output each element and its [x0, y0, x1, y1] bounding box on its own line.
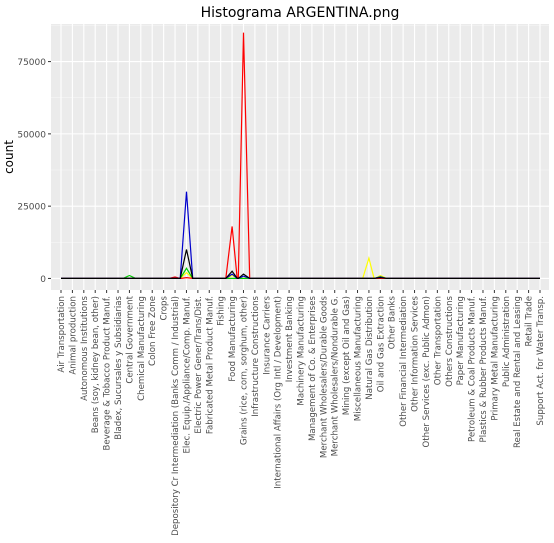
x-tick-label: Merchant Wholesalers/Durable Goods: [319, 295, 329, 458]
series-layer: [61, 32, 540, 279]
x-tick-label: Management of Co. & Enterprises: [308, 295, 318, 441]
y-tick-label: 50000: [17, 130, 46, 140]
x-tick-label: Public Administration: [502, 296, 512, 387]
x-tick-label: International Affairs (Org Intl / Develo…: [274, 296, 284, 489]
x-tick-label: Grains (rice, corn, sorghum, other): [239, 296, 249, 445]
x-tick-label: Real Estate and Rental and Leasing: [513, 296, 523, 448]
x-tick-label: Other Services (exc. Public Admon): [422, 296, 432, 448]
x-axis: Air Transportation Animal production Auton…: [57, 290, 546, 536]
x-tick-label: Fabricated Metal Product Manuf.: [205, 296, 215, 434]
x-tick-label: Support Act. for Water Transp.: [536, 296, 546, 426]
x-tick-label: Others Constructions: [445, 295, 455, 386]
y-tick-label: 0: [40, 275, 46, 285]
chart-title: Histograma ARGENTINA.png: [201, 5, 400, 21]
x-tick-label: Machinery Manufacturing: [297, 296, 307, 406]
y-axis: 0 25000 50000 75000: [17, 58, 51, 285]
x-tick-label: Paper Manufacturing: [456, 296, 466, 385]
x-tick-label: Other Transportation: [433, 296, 443, 385]
x-tick-label: Colon Free Zone: [148, 296, 158, 366]
series-line: [61, 249, 540, 279]
x-tick-label: Beans (soy, kidney bean, other): [91, 296, 101, 433]
x-tick-label: Central Government: [125, 295, 135, 383]
y-tick-label: 75000: [17, 58, 46, 68]
x-tick-label: Beverage & Tobacco Product Manuf.: [103, 296, 113, 451]
x-tick-label: Miscellaneous Manufacturing: [354, 296, 364, 421]
x-tick-label: Infrastructure Constructions: [251, 295, 261, 416]
x-tick-label: Plastics & Rubber Products Manuf.: [479, 296, 489, 442]
x-tick-label: Fishing: [217, 296, 227, 326]
x-tick-label: Retail Trade: [525, 296, 535, 347]
x-tick-label: Autonomous Institutions: [80, 295, 90, 400]
x-tick-label: Other Information Services: [411, 295, 421, 411]
x-tick-label: Oil and Gas Extraction: [376, 296, 386, 392]
x-tick-label: Mining (except Oil and Gas): [342, 296, 352, 415]
x-tick-label: Merchant Wholesalers/Nondurable G.: [331, 296, 341, 456]
x-tick-label: Natural Gas Distribution: [365, 296, 375, 400]
x-tick-label: Primary Metal Manufacturing: [490, 296, 500, 421]
x-tick-label: Bladex, Sucursales y Subsidiarias: [114, 295, 124, 439]
x-tick-label: Animal production: [68, 296, 78, 375]
y-tick-label: 25000: [17, 203, 46, 213]
x-tick-label: Depository Cr Intermediation (Banks Comm…: [171, 296, 181, 536]
y-axis-label: count: [2, 140, 16, 174]
x-tick-label: Other Financial Intermediation: [399, 296, 409, 427]
x-tick-label: Electric Power Gener/Trans/Dist.: [194, 296, 204, 434]
x-tick-label: Air Transportation: [57, 296, 67, 373]
x-tick-label: Chemical Manufacturing: [137, 296, 147, 401]
x-tick-label: Investment Banking: [285, 296, 295, 382]
x-tick-label: Other Banks: [388, 295, 398, 349]
x-tick-label: Crops: [160, 295, 170, 320]
x-tick-label: Petroleum & Coal Products Manuf.: [468, 296, 478, 442]
x-tick-label: Food Manufacturing: [228, 296, 238, 382]
x-tick-label: Elec. Equip./Appliance/Comp. Manuf.: [182, 296, 192, 454]
x-tick-label: Insurance Carriers: [262, 295, 272, 374]
grid-major: [51, 24, 549, 290]
